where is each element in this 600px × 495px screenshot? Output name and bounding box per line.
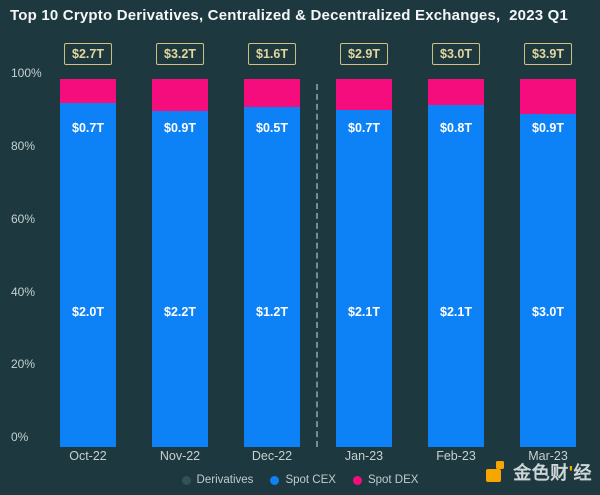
spot-cex-value-label: $0.9T: [164, 121, 196, 135]
derivatives-value-label: $2.1T: [348, 305, 380, 319]
spot-cex-swatch-icon: [270, 475, 280, 485]
x-tick-jan-23: Jan-23: [344, 449, 384, 463]
bar-nov-22: $0.9T $2.2T: [152, 79, 208, 447]
legend-item-spot-dex[interactable]: Spot DEX: [352, 474, 419, 486]
segment-spot-cex-and-derivatives: [428, 105, 484, 447]
jinse-finance-watermark: 金色财'经: [486, 459, 592, 485]
spot-dex-swatch-icon: [352, 475, 362, 485]
derivatives-value-label: $2.0T: [72, 305, 104, 319]
derivatives-value-label: $1.2T: [256, 305, 288, 319]
legend-item-spot-cex[interactable]: Spot CEX: [270, 474, 336, 486]
bar-jan-23: $0.7T $2.1T: [336, 79, 392, 447]
total-box-feb-23: $3.0T: [432, 43, 480, 65]
legend-item-derivatives[interactable]: Derivatives: [181, 474, 254, 486]
x-tick-mar-23: Mar-23: [528, 449, 568, 463]
chart-title: Top 10 Crypto Derivatives, Centralized &…: [10, 7, 569, 24]
spot-cex-value-label: $0.8T: [440, 121, 472, 135]
spot-cex-value-label: $0.9T: [532, 121, 564, 135]
spot-cex-value-label: $0.7T: [72, 121, 104, 135]
legend-label: Derivatives: [196, 474, 254, 486]
derivatives-value-label: $3.0T: [532, 305, 564, 319]
segment-spot-cex-and-derivatives: [244, 107, 300, 447]
bar-feb-23: $0.8T $2.1T: [428, 79, 484, 447]
legend: Derivatives Spot CEX Spot DEX: [0, 474, 600, 486]
total-box-nov-22: $3.2T: [156, 43, 204, 65]
segment-spot-cex-and-derivatives: [520, 114, 576, 447]
segment-spot-cex-and-derivatives: [60, 102, 116, 447]
legend-label: Spot DEX: [367, 474, 419, 486]
year-divider-dashed-line: [316, 84, 318, 447]
total-box-mar-23: $3.9T: [524, 43, 572, 65]
bar-mar-23: $0.9T $3.0T: [520, 79, 576, 447]
y-tick-40: 40%: [11, 285, 36, 299]
segment-spot-cex-and-derivatives: [336, 109, 392, 447]
segment-spot-dex: [520, 79, 576, 114]
total-box-jan-23: $2.9T: [340, 43, 388, 65]
x-tick-oct-22: Oct-22: [69, 449, 107, 463]
segment-spot-dex: [152, 79, 208, 111]
segment-spot-dex: [428, 79, 484, 106]
x-tick-nov-22: Nov-22: [159, 449, 201, 463]
legend-label: Spot CEX: [285, 474, 336, 486]
segment-spot-cex-and-derivatives: [152, 111, 208, 447]
y-tick-20: 20%: [11, 357, 36, 371]
segment-spot-dex: [244, 79, 300, 107]
jinse-logo-icon: [486, 460, 508, 484]
segment-spot-dex: [336, 79, 392, 110]
y-tick-0: 0%: [11, 430, 29, 444]
y-tick-60: 60%: [11, 212, 36, 226]
derivatives-value-label: $2.1T: [440, 305, 472, 319]
segment-spot-dex: [60, 79, 116, 103]
derivatives-value-label: $2.2T: [164, 305, 196, 319]
bar-dec-22: $0.5T $1.2T: [244, 79, 300, 447]
derivatives-swatch-icon: [181, 475, 191, 485]
total-box-dec-22: $1.6T: [248, 43, 296, 65]
total-box-oct-22: $2.7T: [64, 43, 112, 65]
x-tick-dec-22: Dec-22: [251, 449, 293, 463]
watermark-text: 金色财'经: [513, 463, 592, 483]
y-tick-100: 100%: [11, 66, 42, 80]
y-tick-80: 80%: [11, 139, 36, 153]
bar-oct-22: $0.7T $2.0T: [60, 79, 116, 447]
spot-cex-value-label: $0.5T: [256, 121, 288, 135]
x-tick-feb-23: Feb-23: [436, 449, 476, 463]
spot-cex-value-label: $0.7T: [348, 121, 380, 135]
